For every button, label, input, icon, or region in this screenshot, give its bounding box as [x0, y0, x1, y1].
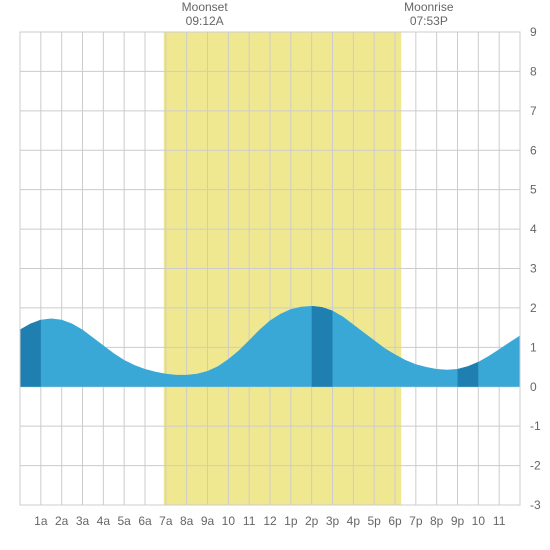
- x-tick-label: 10: [222, 514, 236, 528]
- x-tick-label: 6p: [388, 514, 402, 528]
- x-tick-label: 9a: [201, 514, 215, 528]
- y-tick-label: -2: [530, 459, 541, 473]
- x-tick-label: 11: [493, 514, 506, 528]
- x-tick-label: 8p: [430, 514, 444, 528]
- y-tick-label: 9: [530, 25, 537, 39]
- tide-chart: Moonset 09:12A Moonrise 07:53P 1a2a3a4a5…: [0, 0, 550, 550]
- moonset-label: Moonset 09:12A: [182, 0, 228, 29]
- x-tick-label: 12: [263, 514, 277, 528]
- y-tick-label: 5: [530, 183, 537, 197]
- x-tick-label: 11: [243, 514, 256, 528]
- x-tick-label: 8a: [180, 514, 194, 528]
- y-tick-label: 4: [530, 222, 537, 236]
- tide-dark-band: [312, 306, 333, 387]
- y-tick-label: 0: [530, 380, 537, 394]
- x-tick-label: 4a: [97, 514, 111, 528]
- x-tick-label: 9p: [451, 514, 465, 528]
- tide-dark-band: [458, 362, 479, 387]
- moonset-time: 09:12A: [186, 14, 224, 28]
- x-tick-label: 3p: [326, 514, 340, 528]
- chart-svg: 1a2a3a4a5a6a7a8a9a1011121p2p3p4p5p6p7p8p…: [0, 0, 550, 550]
- x-tick-label: 5a: [117, 514, 131, 528]
- x-tick-label: 4p: [347, 514, 361, 528]
- x-tick-label: 2a: [55, 514, 69, 528]
- x-tick-label: 2p: [305, 514, 319, 528]
- x-tick-label: 10: [472, 514, 486, 528]
- x-tick-label: 5p: [367, 514, 381, 528]
- y-tick-label: 1: [530, 340, 537, 354]
- x-tick-label: 7a: [159, 514, 173, 528]
- y-tick-label: 6: [530, 143, 537, 157]
- y-tick-label: 8: [530, 64, 537, 78]
- moonrise-label: Moonrise 07:53P: [404, 0, 453, 29]
- x-tick-label: 7p: [409, 514, 423, 528]
- x-tick-label: 6a: [138, 514, 152, 528]
- tide-dark-band: [20, 320, 41, 387]
- y-tick-label: 2: [530, 301, 537, 315]
- moonrise-title: Moonrise: [404, 0, 453, 14]
- moonrise-time: 07:53P: [410, 14, 448, 28]
- y-tick-label: -3: [530, 498, 541, 512]
- x-tick-label: 1p: [284, 514, 298, 528]
- y-tick-label: 3: [530, 262, 537, 276]
- x-tick-label: 3a: [76, 514, 90, 528]
- x-tick-label: 1a: [34, 514, 48, 528]
- y-tick-label: 7: [530, 104, 537, 118]
- y-tick-label: -1: [530, 419, 541, 433]
- moonset-title: Moonset: [182, 0, 228, 14]
